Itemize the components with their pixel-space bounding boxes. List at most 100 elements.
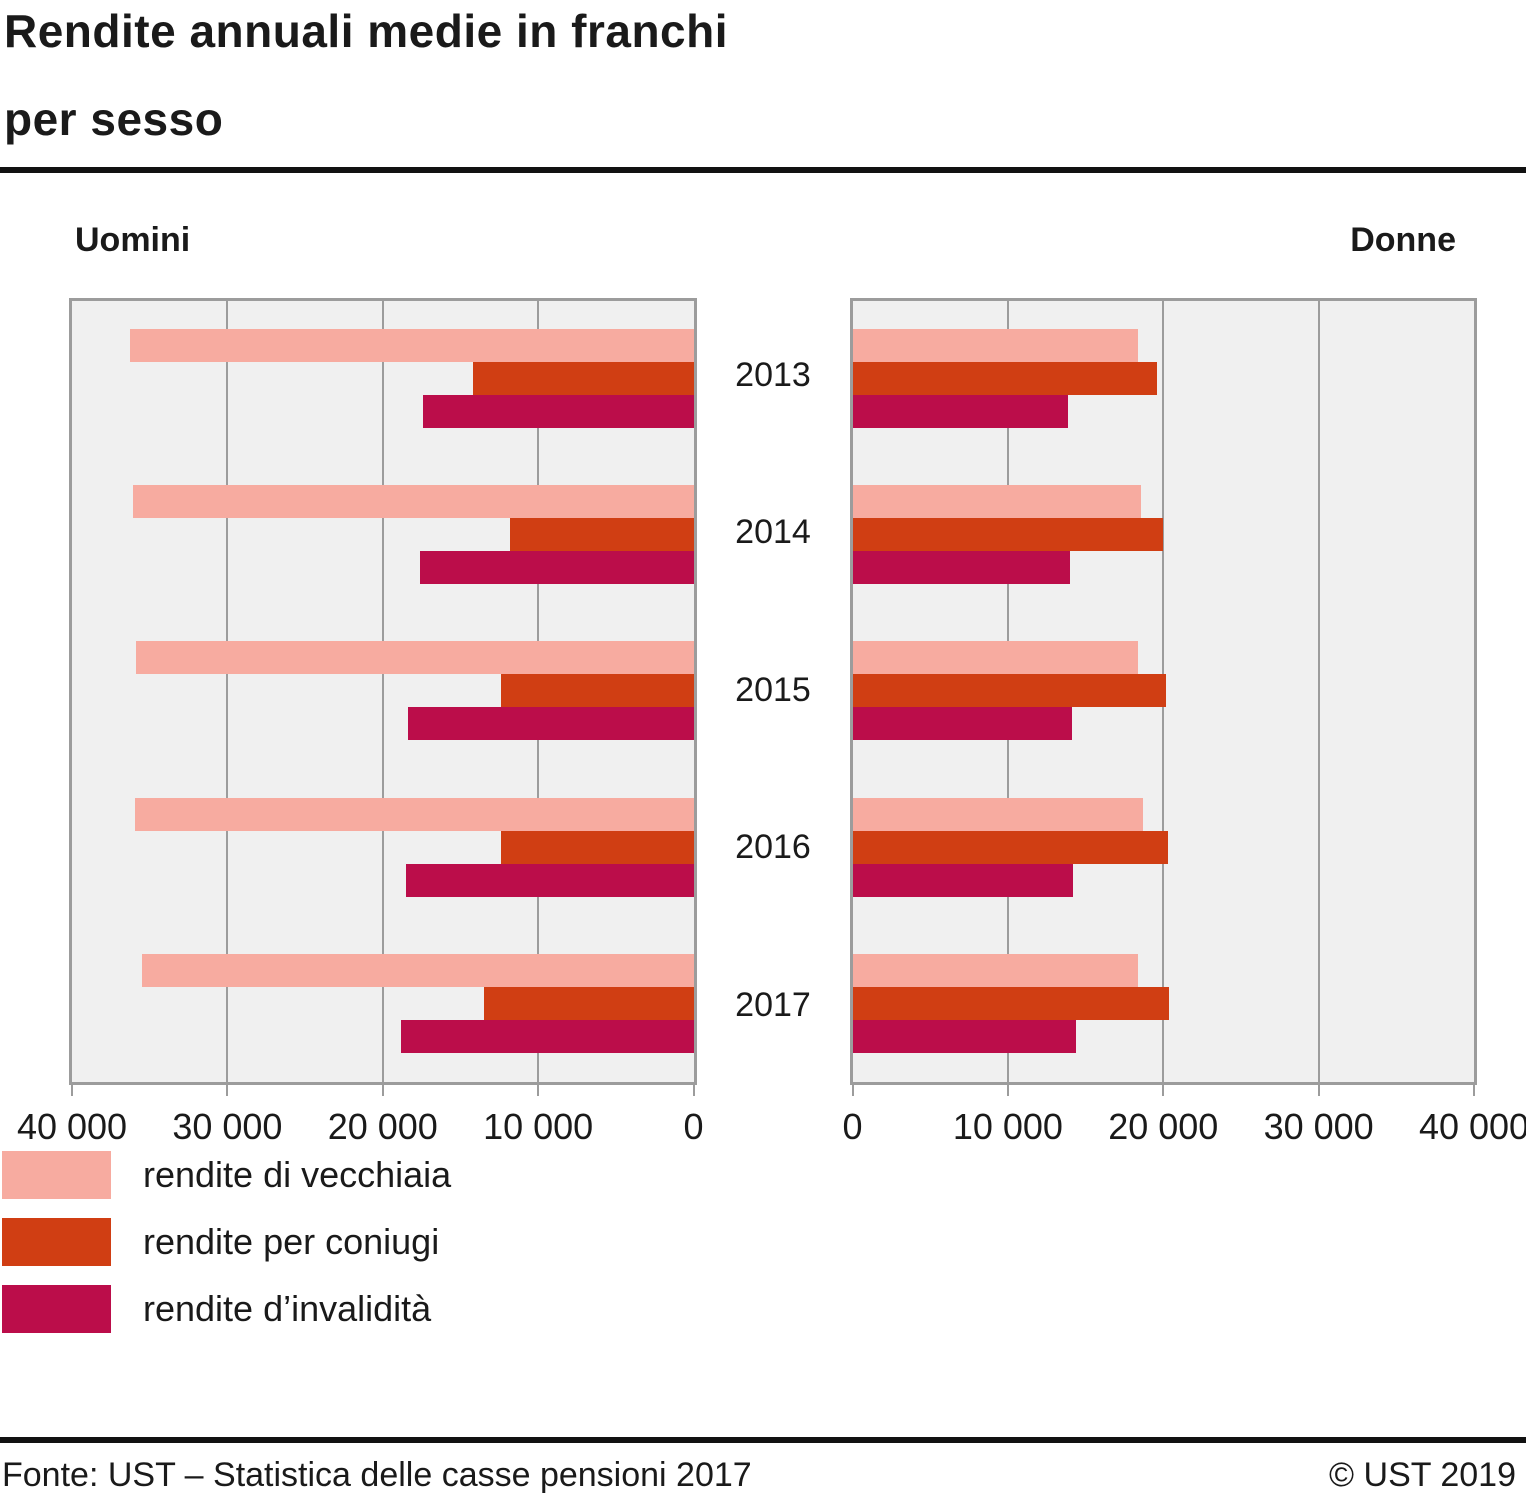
bar-coniugi-2015 bbox=[500, 674, 694, 708]
donne-axis-labels: 0 10 000 20 000 30 000 40 000 bbox=[842, 1106, 1526, 1150]
year-slot: 2017 bbox=[697, 928, 850, 1085]
bar-group-2013 bbox=[852, 301, 1475, 457]
legend-label-vecchiaia: rendite di vecchiaia bbox=[143, 1153, 452, 1195]
panel-donne: 0 10 000 20 000 30 000 40 000 bbox=[842, 298, 1526, 1147]
legend-label-coniugi: rendite per coniugi bbox=[143, 1220, 440, 1262]
bar-coniugi-2014 bbox=[510, 518, 694, 552]
year-label-2013: 2013 bbox=[735, 356, 811, 395]
axis-tick bbox=[1317, 1085, 1320, 1097]
legend-swatch-coniugi bbox=[2, 1217, 111, 1266]
axis-tick bbox=[537, 1085, 540, 1097]
axis-tick bbox=[226, 1085, 229, 1097]
year-slot: 2015 bbox=[697, 613, 850, 770]
bar-invalidita-2014 bbox=[852, 551, 1071, 585]
axis-tick bbox=[692, 1085, 695, 1097]
year-label-column: 2013 2014 2015 2016 2017 bbox=[697, 298, 850, 1085]
axis-tick bbox=[1162, 1085, 1165, 1097]
axis-tick bbox=[71, 1085, 73, 1097]
bar-group-2015 bbox=[72, 613, 694, 769]
axis-tick-label: 40 000 bbox=[16, 1106, 128, 1148]
axis-tick bbox=[381, 1085, 384, 1097]
year-label-2014: 2014 bbox=[735, 513, 811, 552]
bar-invalidita-2015 bbox=[852, 707, 1072, 741]
uomini-bar-groups bbox=[72, 301, 694, 1082]
bar-invalidita-2013 bbox=[423, 395, 694, 429]
bar-group-2014 bbox=[852, 457, 1475, 613]
bar-vecchiaia-2014 bbox=[132, 485, 694, 519]
panel-headers: Uomini Donne bbox=[75, 221, 1456, 260]
year-label-2017: 2017 bbox=[735, 985, 811, 1024]
legend: rendite di vecchiaia rendite per coniugi r… bbox=[2, 1141, 1526, 1342]
axis-tick-label: 30 000 bbox=[172, 1106, 283, 1148]
legend-swatch-vecchiaia bbox=[2, 1150, 111, 1199]
footer: Fonte: UST – Statistica delle casse pens… bbox=[2, 1456, 1516, 1495]
bar-coniugi-2015 bbox=[852, 674, 1167, 708]
bar-group-2016 bbox=[852, 770, 1475, 926]
year-label-2015: 2015 bbox=[735, 670, 811, 709]
axis-tick-label: 0 bbox=[683, 1106, 704, 1148]
bar-vecchiaia-2017 bbox=[141, 953, 694, 987]
donne-axis-ticks bbox=[851, 1082, 1475, 1097]
legend-row-vecchiaia: rendite di vecchiaia bbox=[2, 1141, 1526, 1208]
axis-tick-label: 0 bbox=[842, 1106, 863, 1148]
gridline bbox=[381, 301, 384, 1083]
bar-vecchiaia-2016 bbox=[852, 797, 1144, 831]
year-slot: 2016 bbox=[697, 770, 850, 927]
bar-coniugi-2017 bbox=[852, 986, 1170, 1020]
axis-tick-label: 20 000 bbox=[327, 1106, 438, 1148]
gridline bbox=[1317, 301, 1320, 1083]
bar-group-2016 bbox=[72, 770, 694, 926]
legend-row-invalidita: rendite d’invalidità bbox=[2, 1275, 1526, 1342]
panel-uomini: 40 000 30 000 20 000 10 000 0 bbox=[17, 298, 704, 1147]
bar-group-2014 bbox=[72, 457, 694, 613]
bar-group-2017 bbox=[72, 926, 694, 1082]
bar-vecchiaia-2013 bbox=[129, 329, 694, 363]
chart-title-line2: per sesso bbox=[4, 92, 224, 145]
axis-tick bbox=[851, 1085, 854, 1097]
axis-tick bbox=[1006, 1085, 1009, 1097]
chart-title-line1: Rendite annuali medie in franchi bbox=[4, 5, 729, 57]
bar-group-2015 bbox=[852, 613, 1475, 769]
bar-invalidita-2013 bbox=[852, 395, 1069, 429]
uomini-axis-labels: 40 000 30 000 20 000 10 000 0 bbox=[17, 1106, 704, 1150]
panel-header-uomini: Uomini bbox=[75, 221, 191, 260]
bar-vecchiaia-2017 bbox=[852, 953, 1139, 987]
panel-header-donne: Donne bbox=[1350, 221, 1456, 260]
year-slot: 2014 bbox=[697, 455, 850, 612]
bar-coniugi-2014 bbox=[852, 518, 1164, 552]
bar-coniugi-2016 bbox=[500, 830, 694, 864]
bar-group-2017 bbox=[852, 926, 1475, 1082]
chart-title: Rendite annuali medie in franchi per ses… bbox=[0, 0, 1526, 145]
year-slot: 2013 bbox=[697, 298, 850, 455]
source-note: Fonte: UST – Statistica delle casse pens… bbox=[2, 1456, 752, 1494]
bar-invalidita-2014 bbox=[420, 551, 694, 585]
donne-bar-groups bbox=[852, 301, 1475, 1082]
bar-vecchiaia-2013 bbox=[852, 329, 1138, 363]
axis-tick bbox=[1473, 1085, 1475, 1097]
uomini-axis-ticks bbox=[71, 1082, 695, 1097]
bar-coniugi-2016 bbox=[852, 830, 1168, 864]
bar-invalidita-2017 bbox=[401, 1019, 694, 1053]
bar-group-2013 bbox=[72, 301, 694, 457]
axis-tick-label: 20 000 bbox=[1108, 1106, 1219, 1148]
bar-vecchiaia-2015 bbox=[135, 641, 694, 675]
legend-swatch-invalidita bbox=[2, 1284, 111, 1333]
copyright-note: © UST 2019 bbox=[1329, 1456, 1516, 1494]
chart-area: 40 000 30 000 20 000 10 000 0 2013 2014 2015 20… bbox=[17, 298, 1526, 1147]
axis-tick-label: 10 000 bbox=[952, 1106, 1063, 1148]
bar-invalidita-2015 bbox=[407, 707, 694, 741]
gridline bbox=[226, 301, 229, 1083]
year-label-2016: 2016 bbox=[735, 828, 811, 867]
bar-vecchiaia-2015 bbox=[852, 641, 1139, 675]
bar-coniugi-2013 bbox=[852, 362, 1158, 396]
legend-row-coniugi: rendite per coniugi bbox=[2, 1208, 1526, 1275]
axis-tick-label: 30 000 bbox=[1263, 1106, 1374, 1148]
axis-tick-label: 10 000 bbox=[483, 1106, 594, 1148]
bar-vecchiaia-2016 bbox=[134, 797, 694, 831]
legend-label-invalidita: rendite d’invalidità bbox=[143, 1287, 432, 1329]
bar-invalidita-2017 bbox=[852, 1019, 1077, 1053]
bar-coniugi-2017 bbox=[483, 986, 694, 1020]
bar-coniugi-2013 bbox=[472, 362, 694, 396]
bar-invalidita-2016 bbox=[852, 863, 1074, 897]
